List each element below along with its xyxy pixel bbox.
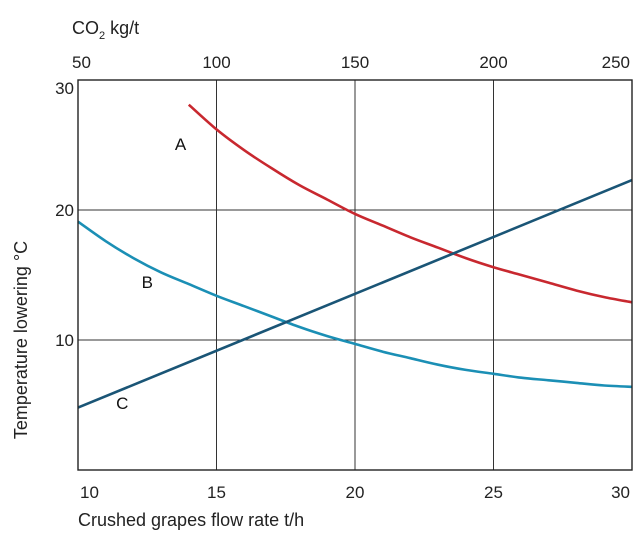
top-axis-title: CO2 kg/t [72,18,139,42]
y-axis-title: Temperature lowering °C [11,241,31,439]
series-lines [77,103,633,409]
plot-frame [77,79,633,471]
top-tick-labels: 50 100 150 200 250 [72,53,630,72]
curve-labels: A B C [116,135,187,413]
top-tick-label-200: 200 [479,53,507,72]
series-line-b [77,220,633,389]
y-tick-label-20: 20 [55,201,74,220]
curve-label-b: B [142,273,153,292]
top-tick-label-100: 100 [202,53,230,72]
y-tick-labels: 10 20 30 [55,79,74,350]
curve-label-c: C [116,394,128,413]
top-tick-label-150: 150 [341,53,369,72]
top-axis-title-sub: 2 [99,30,105,42]
y-tick-label-10: 10 [55,331,74,350]
x-tick-label-10: 10 [80,483,99,502]
x-tick-label-30: 30 [611,483,630,502]
svg-text:CO2 kg/t: CO2 kg/t [72,18,139,42]
grid [78,80,632,470]
x-tick-labels: 10 15 20 25 30 [80,483,630,502]
top-axis-title-main: CO [72,18,99,38]
series-line-c [77,178,633,409]
top-tick-label-250: 250 [602,53,630,72]
x-tick-label-25: 25 [484,483,503,502]
x-axis-title: Crushed grapes flow rate t/h [78,510,304,530]
x-tick-label-15: 15 [207,483,226,502]
curve-label-a: A [175,135,187,154]
y-tick-label-30: 30 [55,79,74,98]
top-axis-title-rest: kg/t [105,18,139,38]
top-tick-label-50: 50 [72,53,91,72]
series-line-a [187,103,633,304]
x-tick-label-20: 20 [346,483,365,502]
